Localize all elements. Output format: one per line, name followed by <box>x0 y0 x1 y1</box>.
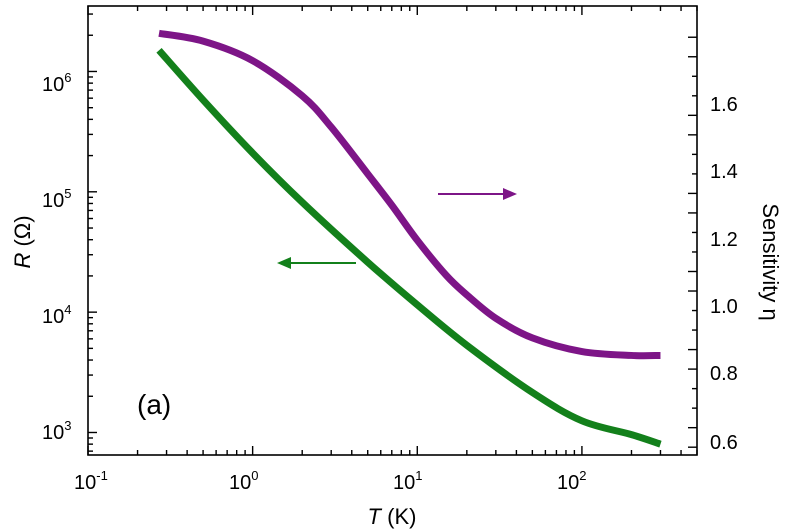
x-tick-label: 102 <box>557 468 586 494</box>
arrow-left-head <box>277 257 291 269</box>
tick-marks <box>87 6 698 455</box>
arrow-right-head <box>503 188 517 200</box>
x-tick-labels: 10-1 100 101 102 <box>74 468 586 494</box>
y-left-tick-label: 106 <box>42 70 71 96</box>
y-right-tick-label: 1.6 <box>710 94 738 116</box>
y-right-tick-label: 0.8 <box>710 363 738 385</box>
y-right-axis-title: Sensitivity η <box>758 203 783 320</box>
x-tick-label: 100 <box>229 468 258 494</box>
sensitivity-series-line <box>158 29 661 360</box>
y-left-tick-label: 105 <box>42 186 71 212</box>
y-right-tick-labels: 0.6 0.8 1.0 1.2 1.4 1.6 <box>710 94 738 454</box>
panel-label: (a) <box>137 389 171 420</box>
x-tick-label: 101 <box>393 468 422 494</box>
y-right-tick-label: 1.4 <box>710 161 738 183</box>
x-tick-label: 10-1 <box>74 468 108 494</box>
series-layer <box>156 29 662 448</box>
x-axis-title: T (K) <box>368 504 417 529</box>
y-left-tick-labels: 103 104 105 106 <box>42 70 71 444</box>
plot-frame <box>87 5 698 456</box>
y-right-tick-label: 1.0 <box>710 296 738 318</box>
y-right-tick-label: 0.6 <box>710 432 738 454</box>
arrow-left-annotation <box>277 257 356 269</box>
y-left-axis-title: R (Ω) <box>10 215 35 268</box>
arrow-right-annotation <box>438 188 517 200</box>
y-left-tick-label: 103 <box>42 418 71 444</box>
y-right-tick-label: 1.2 <box>710 229 738 251</box>
y-left-tick-label: 104 <box>42 302 71 328</box>
resistance-series-line <box>156 47 662 448</box>
